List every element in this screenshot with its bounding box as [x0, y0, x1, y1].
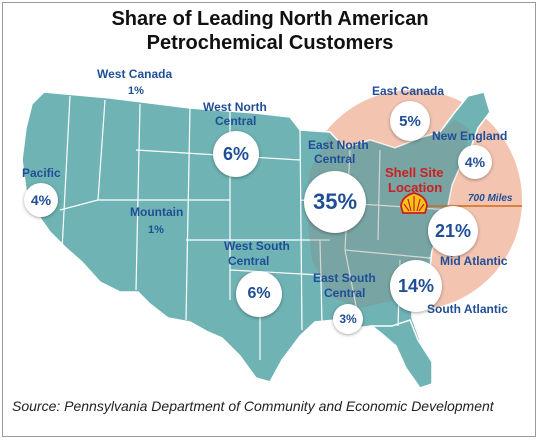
label-east-south-central-2: Central	[324, 286, 366, 300]
label-pacific: Pacific	[22, 166, 61, 180]
image-frame	[2, 2, 536, 437]
label-east-canada: East Canada	[372, 84, 445, 98]
source-note: Source: Pennsylvania Department of Commu…	[12, 398, 494, 414]
bubble-pacific: 4%	[24, 183, 58, 217]
share-mountain: 1%	[148, 224, 164, 236]
florida	[369, 319, 433, 389]
share-west-canada: 1%	[128, 85, 144, 97]
bubble-east-north-central: 35%	[304, 171, 366, 233]
label-east-north-central-1: East North	[308, 138, 369, 152]
label-west-south-central-1: West South	[224, 239, 290, 253]
bubble-south-atlantic: 14%	[390, 260, 442, 312]
title-line-1: Share of Leading North American	[111, 8, 429, 30]
bubble-new-england: 4%	[458, 145, 492, 179]
shell-site-label-2: Location	[388, 180, 443, 195]
label-west-north-central-2: Central	[215, 114, 257, 128]
label-east-south-central-1: East South	[313, 271, 376, 285]
label-west-south-central-2: Central	[228, 254, 270, 268]
label-south-atlantic: South Atlantic	[427, 302, 508, 316]
title-line-2: Petrochemical Customers	[146, 32, 394, 54]
shell-logo-icon	[400, 192, 428, 214]
radius-overlay	[306, 120, 470, 308]
bubble-west-north-central: 6%	[213, 131, 259, 177]
bubble-east-canada: 5%	[390, 101, 430, 141]
shell-site-label-1: Shell Site	[385, 165, 444, 180]
radius-label: 700 Miles	[468, 193, 513, 204]
label-east-north-central-2: Central	[314, 152, 356, 166]
label-new-england: New England	[432, 129, 508, 143]
label-west-canada: West Canada	[97, 67, 173, 81]
label-west-north-central-1: West North	[203, 100, 267, 114]
bubble-mid-atlantic: 21%	[428, 206, 478, 256]
label-mountain: Mountain	[130, 205, 184, 219]
label-mid-atlantic: Mid Atlantic	[440, 254, 508, 268]
bubble-west-south-central: 6%	[236, 271, 282, 317]
bubble-east-south-central: 3%	[333, 304, 363, 334]
